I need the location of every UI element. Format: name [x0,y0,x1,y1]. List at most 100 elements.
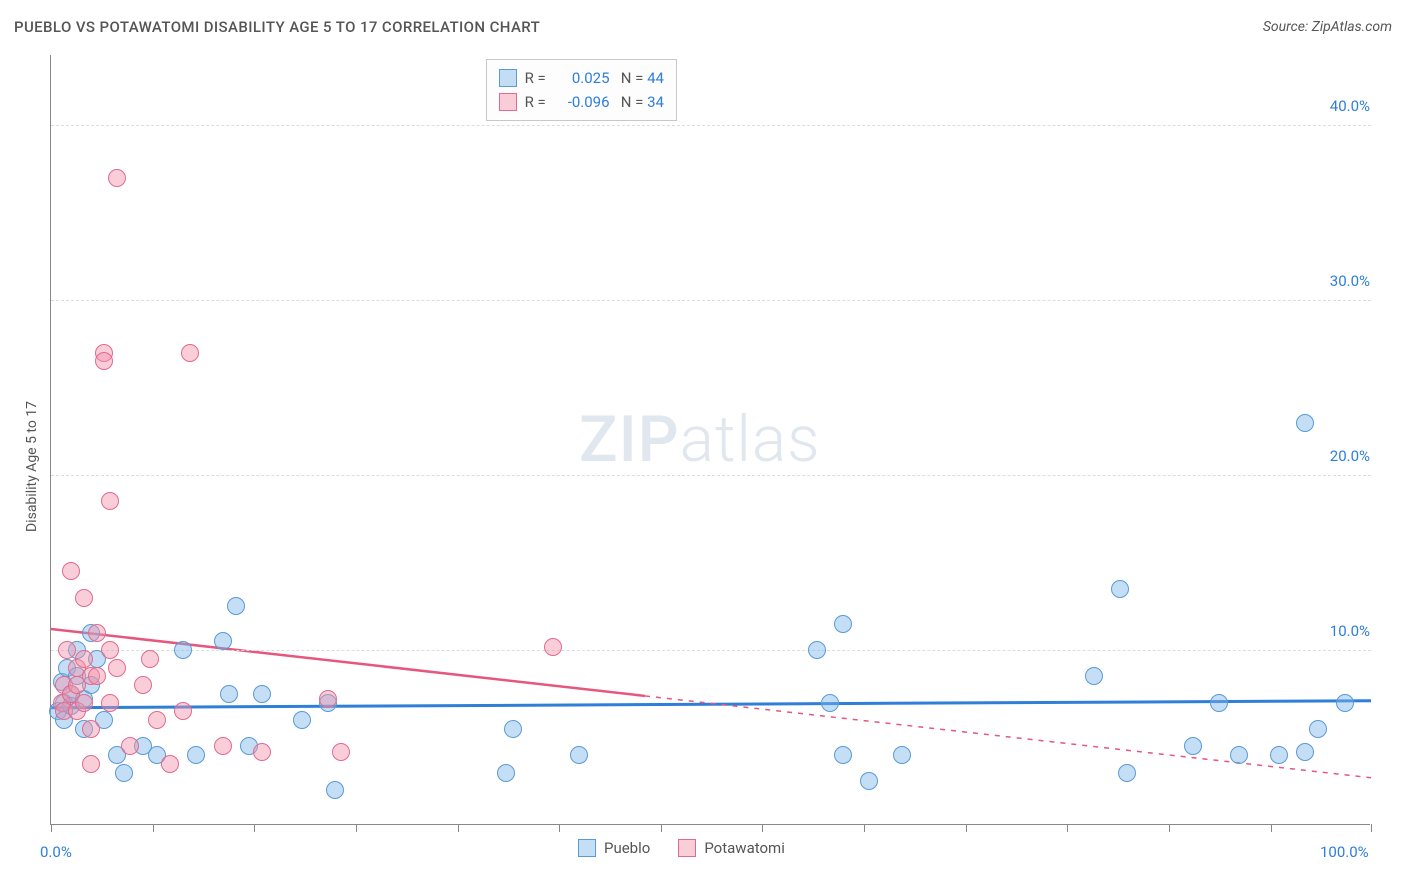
data-point [319,690,337,708]
data-point [893,746,911,764]
data-point [860,772,878,790]
legend-bottom-label: Pueblo [604,839,650,857]
data-point [570,746,588,764]
plot-area: ZIPatlas [50,55,1370,825]
data-point [1336,694,1354,712]
x-tick [966,824,967,832]
data-point [141,650,159,668]
gridline [51,125,1371,126]
chart-source: Source: ZipAtlas.com [1263,19,1392,35]
x-tick [559,824,560,832]
data-point [187,746,205,764]
y-tick-label: 40.0% [1310,97,1370,115]
chart-title: PUEBLO VS POTAWATOMI DISABILITY AGE 5 TO… [14,18,540,36]
data-point [214,632,232,650]
data-point [497,764,515,782]
data-point [161,755,179,773]
legend-stats-text: R = -0.096 N = 34 [525,90,664,114]
x-tick [254,824,255,832]
legend-stats-row: R = -0.096 N = 34 [499,90,664,114]
data-point [220,685,238,703]
data-point [108,659,126,677]
data-point [834,615,852,633]
data-point [174,702,192,720]
legend-stats-text: R = 0.025 N = 44 [525,66,664,90]
legend-bottom: Pueblo Potawatomi [578,839,785,857]
data-point [504,720,522,738]
data-point [58,641,76,659]
legend-bottom-item: Potawatomi [678,839,785,857]
data-point [1309,720,1327,738]
x-tick [661,824,662,832]
watermark: ZIPatlas [579,402,821,477]
data-point [253,685,271,703]
data-point [101,694,119,712]
watermark-bold: ZIP [579,402,680,477]
data-point [75,650,93,668]
gridline [51,300,1371,301]
data-point [821,694,839,712]
legend-swatch [499,69,517,87]
x-axis-end-label: 0.0% [40,843,72,861]
x-tick [153,824,154,832]
gridline [51,650,1371,651]
data-point [1111,580,1129,598]
data-point [148,711,166,729]
legend-swatch [499,93,517,111]
data-point [134,676,152,694]
chart-header: PUEBLO VS POTAWATOMI DISABILITY AGE 5 TO… [14,18,1392,36]
data-point [101,492,119,510]
data-point [88,667,106,685]
legend-stats-row: R = 0.025 N = 44 [499,66,664,90]
data-point [332,743,350,761]
data-point [1210,694,1228,712]
data-point [108,169,126,187]
data-point [253,743,271,761]
regression-line-dashed [645,696,1371,778]
legend-stats-box: R = 0.025 N = 44R = -0.096 N = 34 [486,59,677,121]
y-axis-label: Disability Age 5 to 17 [24,401,40,532]
data-point [1230,746,1248,764]
data-point [1270,746,1288,764]
data-point [1184,737,1202,755]
data-point [1296,414,1314,432]
gridline [51,475,1371,476]
legend-bottom-label: Potawatomi [704,839,785,857]
watermark-light: atlas [680,402,821,477]
data-point [834,746,852,764]
data-point [82,755,100,773]
data-point [174,641,192,659]
data-point [544,638,562,656]
data-point [326,781,344,799]
regression-line-solid [51,701,1371,708]
x-tick [51,824,52,832]
x-tick [762,824,763,832]
x-tick [1067,824,1068,832]
data-point [1085,667,1103,685]
y-tick-label: 10.0% [1310,622,1370,640]
data-point [115,764,133,782]
data-point [75,694,93,712]
x-tick [864,824,865,832]
x-axis-end-label: 100.0% [1320,843,1369,861]
x-tick [1169,824,1170,832]
data-point [101,641,119,659]
x-tick [1271,824,1272,832]
y-tick-label: 30.0% [1310,272,1370,290]
data-point [88,624,106,642]
data-point [1118,764,1136,782]
data-point [293,711,311,729]
legend-swatch [678,839,696,857]
data-point [1296,743,1314,761]
x-tick [1371,824,1372,832]
data-point [75,589,93,607]
data-point [227,597,245,615]
data-point [95,352,113,370]
regression-lines [51,55,1371,825]
data-point [808,641,826,659]
y-tick-label: 20.0% [1310,447,1370,465]
data-point [121,737,139,755]
data-point [214,737,232,755]
data-point [181,344,199,362]
x-tick [458,824,459,832]
